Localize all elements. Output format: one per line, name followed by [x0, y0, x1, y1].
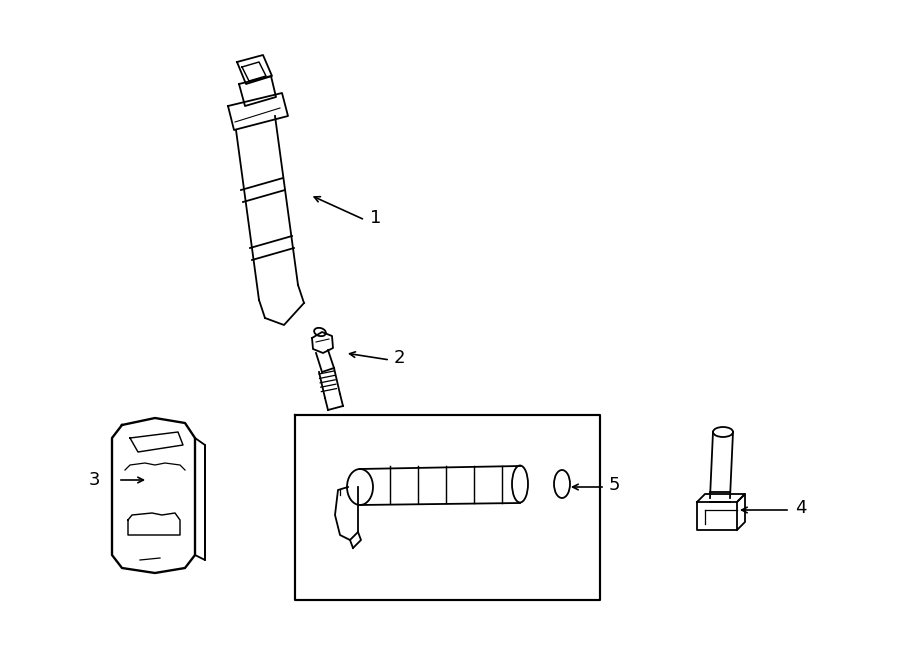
Text: 2: 2 — [394, 349, 406, 367]
Text: 4: 4 — [795, 499, 806, 517]
Text: 1: 1 — [370, 209, 382, 227]
Text: 5: 5 — [609, 476, 620, 494]
Text: 3: 3 — [88, 471, 100, 489]
